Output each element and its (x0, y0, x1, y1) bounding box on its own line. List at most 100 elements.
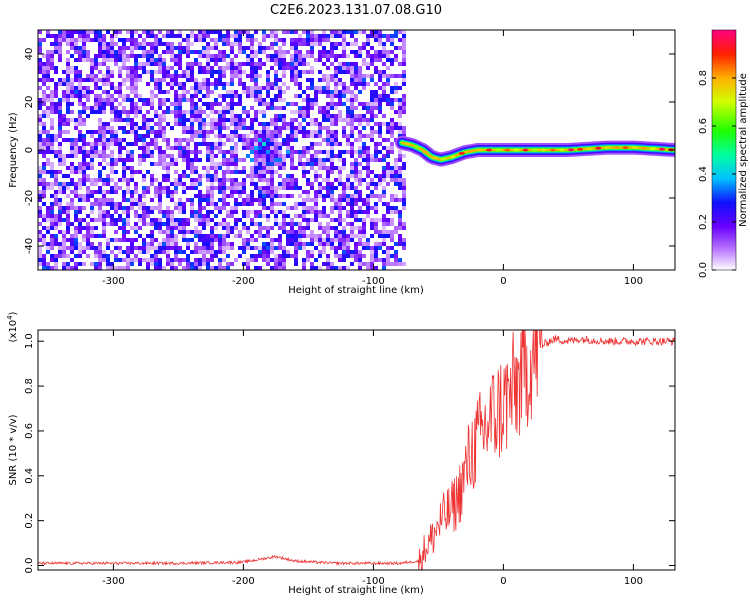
heatmap-cell (390, 50, 394, 54)
heatmap-cell (218, 262, 222, 266)
heatmap-cell (122, 170, 126, 174)
heatmap-cell (218, 34, 222, 38)
heatmap-cell (214, 78, 218, 82)
heatmap-cell (370, 62, 374, 66)
heatmap-cell (70, 246, 74, 250)
heatmap-cell (254, 134, 258, 138)
heatmap-cell (266, 178, 270, 182)
heatmap-cell (338, 258, 342, 262)
heatmap-cell (194, 246, 198, 250)
heatmap-cell (238, 246, 242, 250)
heatmap-cell (142, 202, 146, 206)
heatmap-cell (394, 158, 398, 162)
heatmap-cell (58, 162, 62, 166)
heatmap-cell (206, 142, 210, 146)
heatmap-cell (338, 114, 342, 118)
heatmap-cell (122, 206, 126, 210)
heatmap-cell (318, 182, 322, 186)
signal-trace-peak (649, 147, 656, 151)
heatmap-cell (210, 250, 214, 254)
heatmap-cell (234, 258, 238, 262)
heatmap-cell (46, 266, 50, 270)
heatmap-cell (94, 226, 98, 230)
heatmap-cell (242, 198, 246, 202)
heatmap-cell (254, 238, 258, 242)
heatmap-cell (58, 98, 62, 102)
heatmap-cell (122, 94, 126, 98)
heatmap-cell (306, 30, 310, 34)
heatmap-cell (214, 146, 218, 150)
heatmap-cell (150, 182, 154, 186)
heatmap-cell (78, 78, 82, 82)
heatmap-cell (314, 194, 318, 198)
heatmap-cell (94, 130, 98, 134)
heatmap-cell (282, 258, 286, 262)
heatmap-cell (318, 174, 322, 178)
heatmap-cell (166, 42, 170, 46)
heatmap-cell (278, 262, 282, 266)
heatmap-cell (42, 110, 46, 114)
heatmap-cell (66, 210, 70, 214)
heatmap-cell (134, 94, 138, 98)
heatmap-cell (362, 166, 366, 170)
heatmap-cell (38, 174, 42, 178)
heatmap-cell (258, 210, 262, 214)
heatmap-cell (210, 242, 214, 246)
heatmap-cell (354, 170, 358, 174)
heatmap-cell (106, 122, 110, 126)
heatmap-cell (310, 262, 314, 266)
heatmap-cell (338, 78, 342, 82)
heatmap-cell (250, 130, 254, 134)
heatmap-cell (142, 146, 146, 150)
x-tick-label: -100 (362, 576, 385, 587)
heatmap-cell (358, 46, 362, 50)
heatmap-cell (150, 50, 154, 54)
signal-trace-peak (540, 148, 547, 152)
heatmap-cell (234, 178, 238, 182)
heatmap-cell (74, 226, 78, 230)
heatmap-cell (338, 202, 342, 206)
heatmap-cell (326, 94, 330, 98)
heatmap-cell (158, 266, 162, 270)
heatmap-cell (326, 170, 330, 174)
heatmap-cell (234, 54, 238, 58)
heatmap-cell (110, 138, 114, 142)
heatmap-cell (166, 82, 170, 86)
heatmap-cell (266, 242, 270, 246)
heatmap-cell (266, 150, 270, 154)
heatmap-cell (354, 86, 358, 90)
heatmap-cell (42, 218, 46, 222)
heatmap-cell (46, 242, 50, 246)
heatmap-cell (154, 58, 158, 62)
heatmap-cell (298, 50, 302, 54)
colorbar-tick-label: 0.0 (698, 262, 709, 278)
heatmap-cell (98, 118, 102, 122)
heatmap-cell (154, 38, 158, 42)
heatmap-cell (94, 266, 98, 270)
heatmap-cell (334, 66, 338, 70)
heatmap-cell (390, 230, 394, 234)
heatmap-cell (370, 102, 374, 106)
heatmap-cell (118, 150, 122, 154)
heatmap-cell (166, 190, 170, 194)
heatmap-cell (122, 230, 126, 234)
heatmap-cell (394, 54, 398, 58)
heatmap-cell (310, 162, 314, 166)
heatmap-cell (254, 54, 258, 58)
heatmap-cell (102, 130, 106, 134)
heatmap-cell (338, 70, 342, 74)
heatmap-cell (266, 94, 270, 98)
heatmap-cell (146, 54, 150, 58)
heatmap-cell (98, 142, 102, 146)
heatmap-cell (362, 202, 366, 206)
heatmap-cell (150, 118, 154, 122)
heatmap-cell (66, 226, 70, 230)
heatmap-cell (206, 166, 210, 170)
heatmap-cell (222, 246, 226, 250)
heatmap-cell (186, 90, 190, 94)
heatmap-cell (254, 186, 258, 190)
heatmap-cell (222, 242, 226, 246)
heatmap-cell (346, 194, 350, 198)
heatmap-cell (286, 50, 290, 54)
heatmap-cell (358, 266, 362, 270)
